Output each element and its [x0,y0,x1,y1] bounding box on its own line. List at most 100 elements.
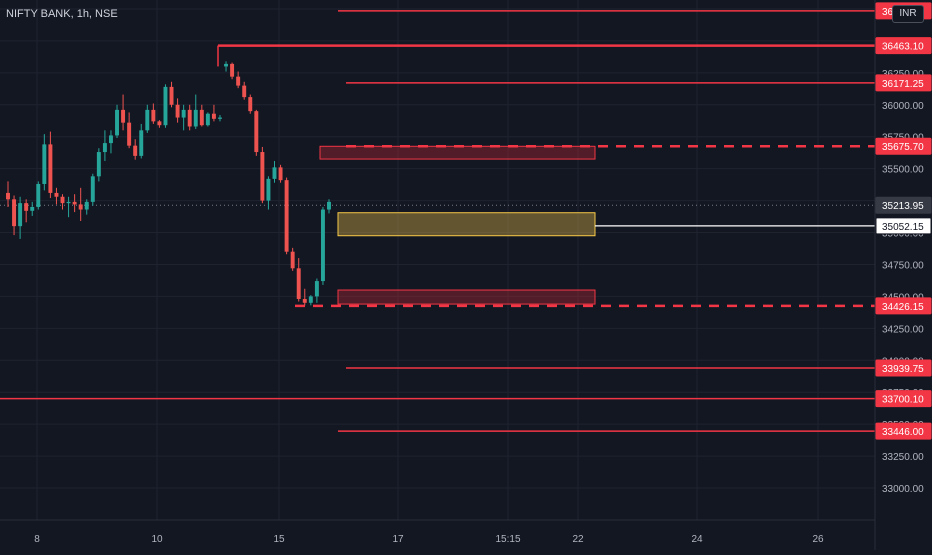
candle-body [66,201,71,204]
price-tag-label: 35052.15 [882,222,924,233]
candle-body [175,104,180,118]
price-tick-label: 33000.00 [882,484,924,495]
candle-body [96,152,101,177]
price-tick-label: 36250.00 [882,69,924,80]
time-tick-label: 15:15 [495,534,520,545]
candle-body [48,144,53,193]
candle-body [163,86,168,126]
price-tick-label: 33250.00 [882,452,924,463]
candle-body [211,113,216,119]
candle-body [72,201,77,205]
candle-body [272,167,277,179]
candle-body [157,121,162,126]
price-tag [875,422,932,440]
price-tags: 3673536463.1036171.2535675.7034426.15339… [875,2,932,440]
candle-body [302,298,307,303]
candle-body [320,209,325,282]
candle-body [242,85,247,98]
candle-body [314,281,319,297]
candle-body [193,109,198,127]
candle-body [218,117,222,119]
candle-body [248,97,253,112]
candle-body [90,176,95,202]
price-tag-label: 36171.25 [882,79,924,90]
candle-body [84,201,89,210]
candle-body [6,192,10,200]
candle-body [102,143,107,153]
price-tick-label: 34250.00 [882,324,924,335]
price-tag [875,37,932,55]
zones [319,145,596,305]
candle-body [254,111,259,153]
currency-button[interactable]: INR [892,5,924,23]
candle-body [205,113,210,126]
time-tick-label: 10 [151,534,163,545]
time-tick-label: 26 [812,534,824,545]
price-tag-label: 33446.00 [882,427,924,438]
candle-body [108,135,113,144]
price-tag-label: 35675.70 [882,142,924,153]
candle-body [296,268,301,299]
price-tick-label: 35500.00 [882,165,924,176]
price-tick-label: 34750.00 [882,260,924,271]
candle-body [278,167,283,181]
candle-body [284,180,289,252]
horizontal-levels [0,10,875,432]
price-tag-label: 35213.95 [882,201,924,212]
price-tag [875,297,932,315]
candle-body [12,199,17,227]
candle-body [308,296,313,303]
candle-body [24,203,29,211]
candle-body [36,183,41,207]
time-tick-label: 22 [572,534,584,545]
candle-body [260,152,265,201]
time-tick-label: 24 [691,534,703,545]
candle-body [187,109,192,127]
time-tick-label: 8 [34,534,40,545]
candle-body [127,122,132,146]
candle-body [290,251,295,269]
price-tag-label: 33939.75 [882,364,924,375]
candle-body [30,206,35,211]
candle-body [139,130,144,156]
price-tag [875,137,932,155]
candle-body [133,145,138,156]
price-tag-label: 33700.10 [882,395,924,406]
candle-body [236,76,241,86]
time-tick-label: 15 [273,534,285,545]
candle-body [18,203,23,227]
candle-body [60,196,65,204]
chart-title: NIFTY BANK, 1h, NSE [6,8,118,20]
price-tag [875,74,932,92]
candle-body [266,178,271,201]
candle-body [181,109,186,118]
candle-body [169,86,174,105]
price-tag-label: 36463.10 [882,42,924,53]
candle-body [230,63,235,77]
price-tag-label: 34426.15 [882,302,924,313]
time-axis[interactable]: 8 10 15 17 15:15 22 24 26 [0,519,875,545]
candle-body [54,192,59,197]
candle-body [78,204,83,210]
price-tag [875,217,932,235]
price-tag [875,390,932,408]
resistance-zone [319,145,596,160]
candle-body [327,201,331,210]
candle-body [199,109,204,126]
candle-body [42,144,47,184]
time-tick-label: 17 [392,534,404,545]
price-tag [875,359,932,377]
support-zone [337,289,596,305]
candle-body [151,109,156,122]
candle-body [121,109,126,123]
candle-body [224,63,229,67]
price-tick-label: 36000.00 [882,101,924,112]
price-tag [875,196,932,214]
entry-zone [337,212,596,237]
candle-body [115,109,119,136]
candle-body [145,109,150,131]
